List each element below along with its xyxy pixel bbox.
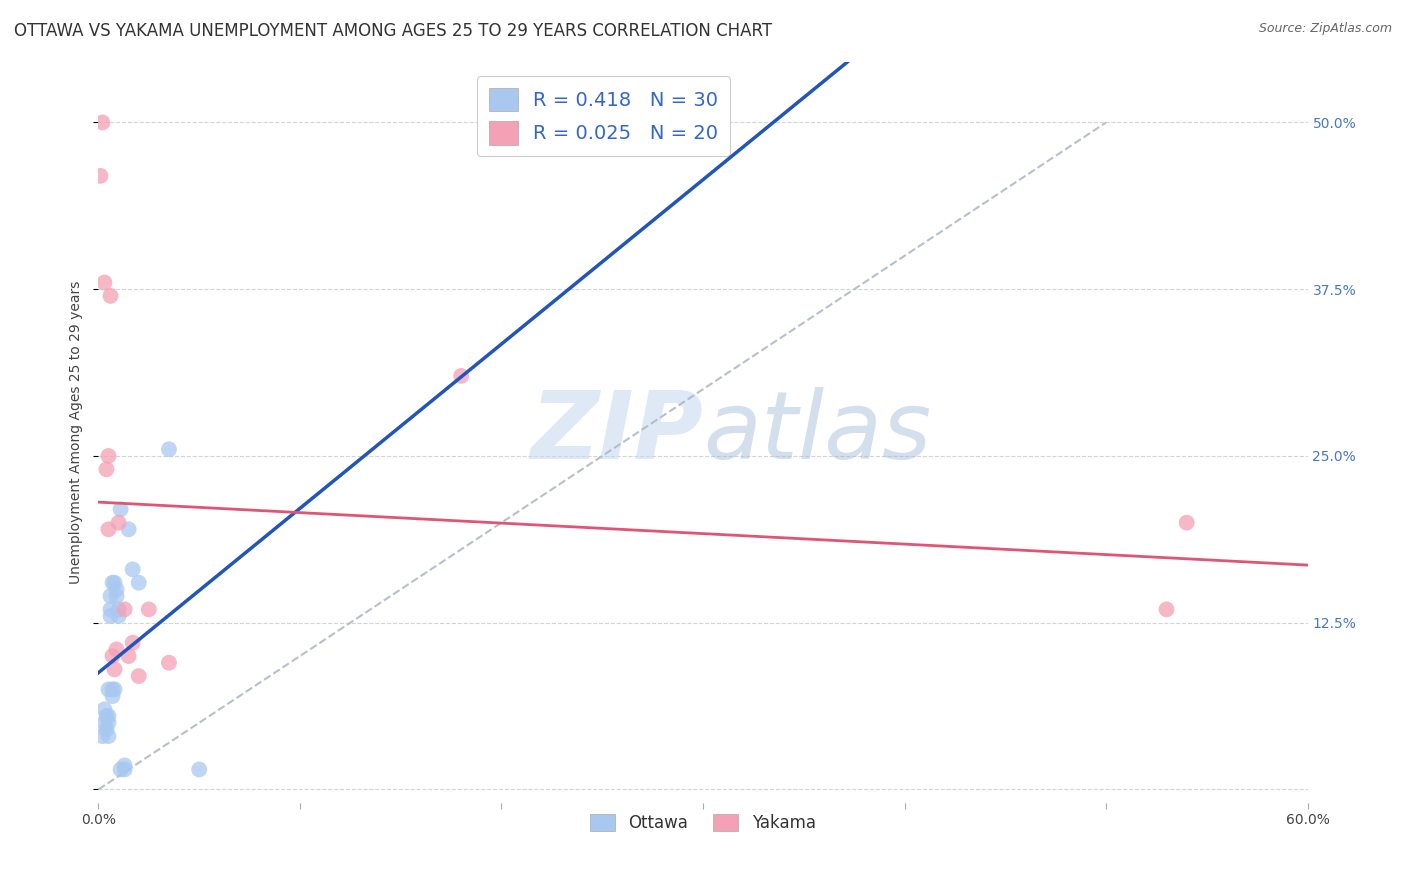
Point [91, 115, 114, 129]
Point [128, 669, 150, 683]
Point [157, 442, 180, 457]
Point [96, 462, 118, 476]
Point [96, 709, 118, 723]
Text: ZIP: ZIP [530, 386, 703, 479]
Point [110, 502, 132, 516]
Point [110, 763, 132, 777]
Point [103, 575, 125, 590]
Point [1175, 516, 1198, 530]
Point [188, 763, 211, 777]
Point [114, 758, 136, 772]
Point [97, 715, 120, 730]
Point [101, 689, 124, 703]
Point [103, 662, 125, 676]
Point [97, 729, 120, 743]
Point [93, 702, 115, 716]
Point [114, 602, 136, 616]
Point [107, 609, 129, 624]
Point [101, 682, 124, 697]
Point [157, 656, 180, 670]
Point [107, 602, 129, 616]
Point [97, 682, 120, 697]
Point [105, 589, 128, 603]
Point [105, 642, 128, 657]
Point [100, 589, 122, 603]
Point [97, 522, 120, 536]
Point [100, 609, 122, 624]
Point [450, 368, 472, 383]
Point [97, 709, 120, 723]
Point [97, 449, 120, 463]
Point [93, 276, 115, 290]
Point [93, 715, 115, 730]
Point [91, 729, 114, 743]
Point [138, 602, 160, 616]
Point [114, 763, 136, 777]
Point [121, 562, 143, 576]
Point [100, 602, 122, 616]
Point [100, 289, 122, 303]
Point [103, 682, 125, 697]
Point [128, 575, 150, 590]
Point [107, 516, 129, 530]
Point [118, 522, 141, 536]
Point [1156, 602, 1178, 616]
Point [101, 648, 124, 663]
Point [105, 582, 128, 597]
Point [118, 648, 141, 663]
Point [96, 723, 118, 737]
Point [101, 575, 124, 590]
Point [121, 636, 143, 650]
Text: OTTAWA VS YAKAMA UNEMPLOYMENT AMONG AGES 25 TO 29 YEARS CORRELATION CHART: OTTAWA VS YAKAMA UNEMPLOYMENT AMONG AGES… [14, 22, 772, 40]
Text: atlas: atlas [703, 387, 931, 478]
Point [89, 169, 111, 183]
Text: Source: ZipAtlas.com: Source: ZipAtlas.com [1258, 22, 1392, 36]
Y-axis label: Unemployment Among Ages 25 to 29 years: Unemployment Among Ages 25 to 29 years [69, 281, 83, 584]
Legend: Ottawa, Yakama: Ottawa, Yakama [583, 807, 823, 838]
